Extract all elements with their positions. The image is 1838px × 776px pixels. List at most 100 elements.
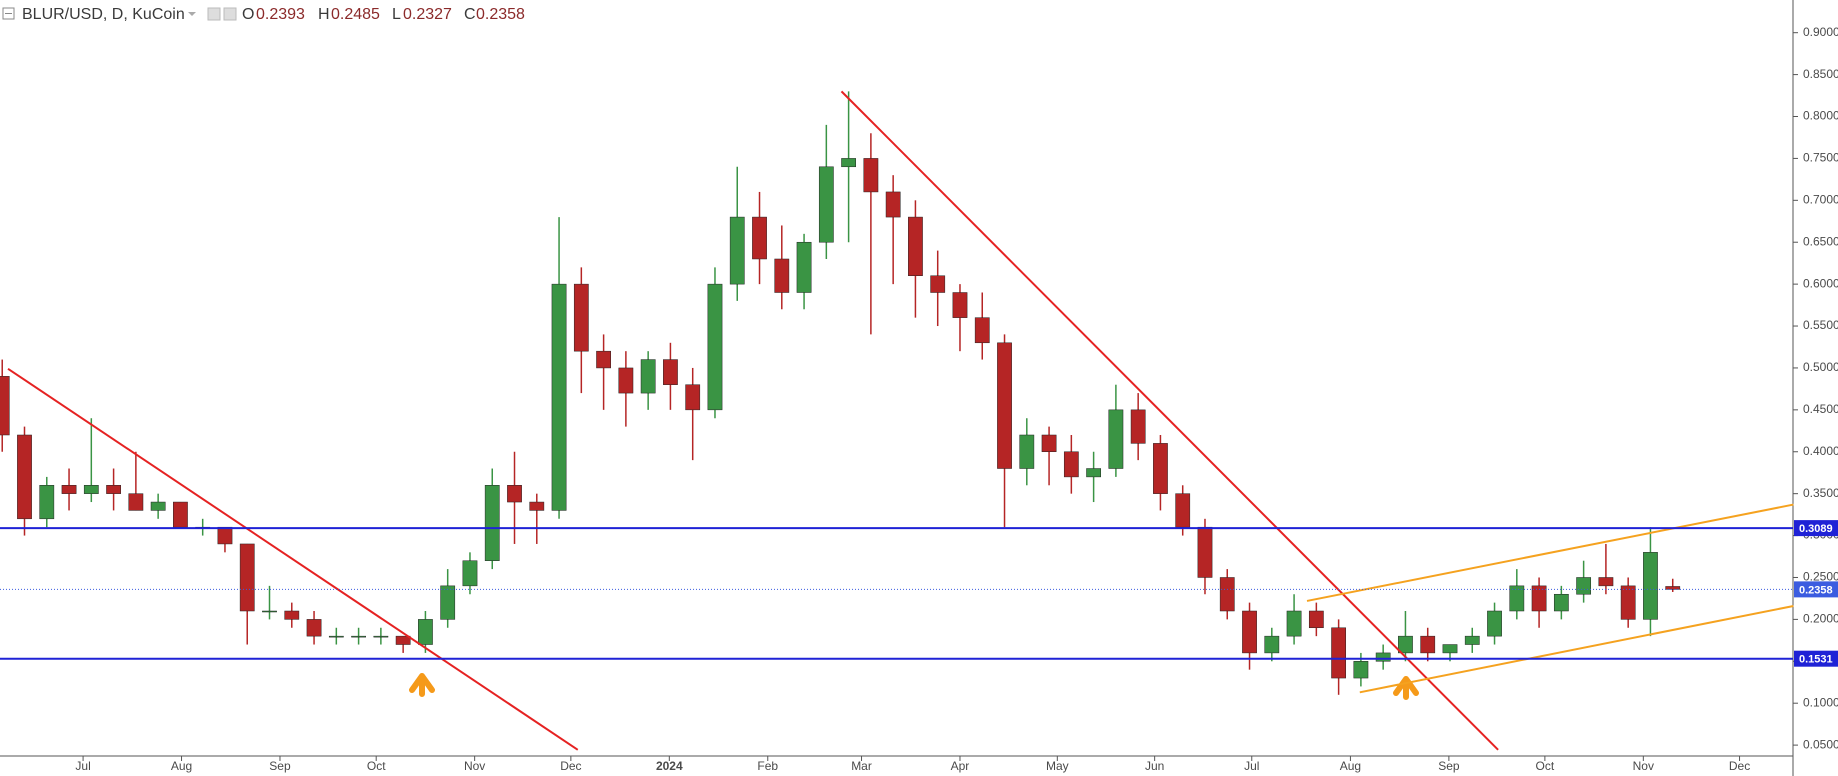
candle-body (1219, 577, 1235, 612)
collapse-icon[interactable] (2, 7, 15, 20)
candle-body (1420, 635, 1436, 654)
candle-body (863, 158, 879, 193)
candle-body (818, 166, 834, 243)
candle-body (1598, 577, 1614, 587)
x-tick-label: Nov (464, 759, 485, 773)
y-tick-label: 0.4500 (1803, 402, 1838, 416)
candle-body (128, 493, 144, 511)
candle-body (1086, 468, 1101, 478)
candle-body (1264, 635, 1280, 654)
eye-icon[interactable] (207, 7, 221, 21)
candle-body (328, 635, 344, 638)
candle-body (1375, 652, 1391, 662)
candle-body (106, 485, 121, 494)
y-tick-label: 0.2000 (1803, 612, 1838, 626)
y-tick-label: 0.7000 (1803, 192, 1838, 206)
dropdown-icon[interactable] (188, 12, 196, 16)
candle-body (395, 635, 411, 645)
candle-body (618, 367, 634, 394)
c-value: 0.2358 (476, 6, 525, 23)
candle-body (83, 485, 99, 494)
x-tick-label: May (1046, 759, 1069, 773)
level-label: 0.2358 (1799, 584, 1833, 596)
l-label: L (392, 6, 401, 23)
y-tick-label: 0.6500 (1803, 234, 1838, 248)
level-label: 0.1531 (1799, 654, 1833, 666)
candle-body (1242, 610, 1257, 654)
candle-body (796, 241, 812, 293)
candle-body (729, 216, 745, 285)
level-label-box (1794, 581, 1838, 598)
level-label-box (1794, 520, 1838, 537)
candle-body (974, 317, 990, 344)
candle-body (1063, 451, 1079, 478)
x-tick-label: Dec (560, 759, 581, 773)
candle-body (841, 158, 856, 168)
candle-body (150, 501, 166, 511)
candle-body (351, 635, 366, 638)
candle-body (418, 619, 433, 645)
candle-body (997, 342, 1012, 469)
candle-body (462, 560, 478, 587)
x-tick-label: Jun (1145, 759, 1164, 773)
candle-body (685, 384, 701, 411)
x-tick-label: Sep (1438, 759, 1460, 773)
settings-icon[interactable] (223, 7, 237, 21)
candle-body (1331, 627, 1347, 679)
candle-body (908, 216, 923, 276)
candle-body (1576, 577, 1592, 595)
candle-body (61, 485, 77, 494)
candle-body (373, 635, 389, 638)
x-tick-label: Nov (1633, 759, 1654, 773)
candle-body (1353, 661, 1369, 679)
candle-body (1398, 635, 1413, 654)
candle-body (752, 216, 767, 260)
candle-body (1308, 610, 1324, 629)
y-tick-label: 0.2500 (1803, 570, 1838, 584)
candle-body (217, 526, 233, 545)
candle-body (484, 485, 500, 561)
candle-body (707, 283, 723, 411)
candle-body (306, 619, 322, 637)
candle-body (1108, 409, 1124, 469)
trend-line (840, 90, 1499, 751)
y-tick-label: 0.8000 (1803, 109, 1838, 123)
o-label: O (242, 6, 254, 23)
candle-body (0, 376, 10, 436)
candle-body (507, 485, 522, 503)
h-label: H (318, 6, 330, 23)
x-tick-label: Apr (951, 759, 970, 773)
y-tick-label: 0.5500 (1803, 318, 1838, 332)
candle-body (1553, 593, 1569, 612)
candle-body (262, 610, 277, 613)
candle-body (551, 283, 567, 511)
x-tick-label: Aug (1340, 759, 1361, 773)
x-tick-label: Jul (1244, 759, 1259, 773)
y-tick-label: 0.0500 (1803, 737, 1838, 751)
candle-body (952, 292, 968, 318)
arrow-up (409, 673, 435, 697)
candle-body (1620, 585, 1636, 620)
x-tick-label: Jul (75, 759, 90, 773)
candle-body (774, 258, 790, 293)
y-tick-label: 0.4000 (1803, 444, 1838, 458)
candle-body (1643, 552, 1658, 620)
y-tick-label: 0.9000 (1803, 25, 1838, 39)
x-tick-label: Oct (367, 759, 386, 773)
candle-body (930, 275, 946, 293)
candle-body (39, 485, 55, 520)
candle-body (596, 350, 611, 369)
candle-body (1286, 610, 1302, 637)
x-tick-label: Sep (269, 759, 291, 773)
candle-body (440, 585, 456, 620)
candle-body (1442, 644, 1458, 654)
y-tick-label: 0.6000 (1803, 276, 1838, 290)
y-tick-label: 0.7500 (1803, 151, 1838, 165)
candle-body (1464, 635, 1480, 645)
trend-line (7, 367, 579, 751)
candle-body (1019, 434, 1035, 469)
y-tick-label: 0.1000 (1803, 695, 1838, 709)
